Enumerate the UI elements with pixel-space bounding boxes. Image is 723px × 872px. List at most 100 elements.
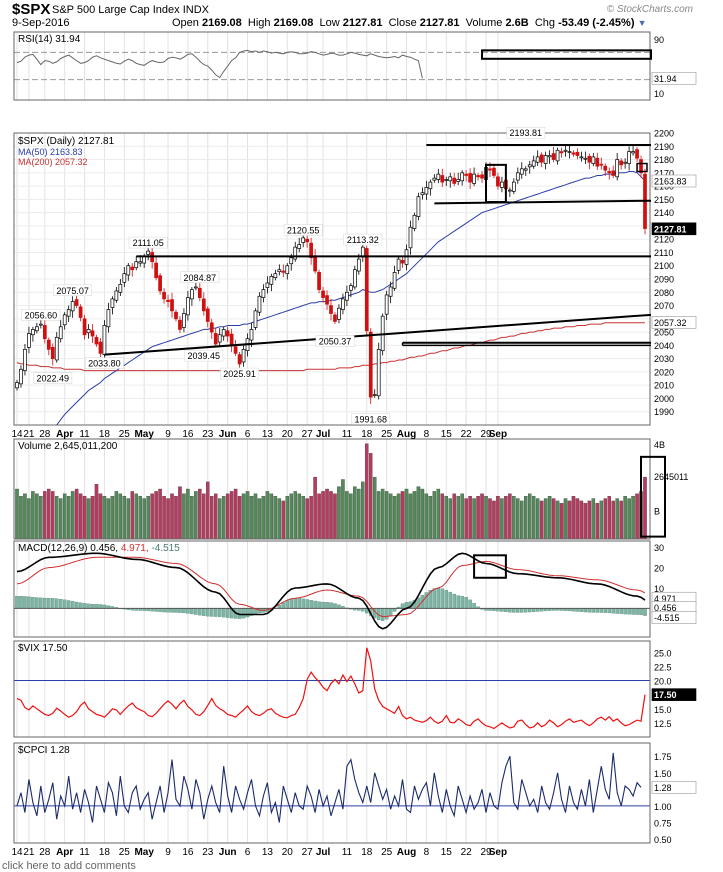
price-x-tick-label: 23 bbox=[202, 429, 214, 440]
price-candle bbox=[595, 157, 600, 167]
price-candle bbox=[388, 286, 393, 297]
price-candle bbox=[368, 331, 373, 398]
x-tick-label: 9 bbox=[165, 847, 171, 858]
price-candle bbox=[66, 309, 71, 317]
macd-histogram-bar bbox=[583, 608, 588, 613]
macd-tick-label: 10 bbox=[654, 584, 664, 594]
price-x-tick-label: 29 bbox=[480, 429, 492, 440]
price-label-box bbox=[128, 236, 168, 249]
price-candle bbox=[154, 262, 158, 279]
vix-panel-frame bbox=[13, 640, 651, 738]
macd-histogram-bar bbox=[380, 608, 385, 621]
macd-histogram-bar bbox=[520, 608, 524, 613]
macd-histogram-bar bbox=[35, 597, 39, 609]
price-x-tick-label: 21 bbox=[23, 429, 35, 440]
vix-tick-label: 15.0 bbox=[654, 705, 672, 715]
macd-histogram-bar bbox=[512, 608, 516, 613]
volume-bar bbox=[567, 500, 572, 540]
price-candle bbox=[209, 322, 214, 333]
macd-histogram-bar bbox=[43, 597, 47, 609]
vix-last-value-box bbox=[651, 688, 697, 701]
price-label-box bbox=[343, 233, 383, 246]
support-line-2148 bbox=[434, 199, 652, 205]
volume-bar bbox=[225, 493, 230, 540]
volume-bar bbox=[66, 495, 71, 540]
macd-histogram-bar bbox=[158, 608, 162, 612]
rsi-last-value-box bbox=[651, 71, 697, 85]
volume-bar bbox=[90, 495, 95, 540]
volume-bar bbox=[277, 498, 282, 540]
price-candle bbox=[396, 258, 401, 271]
volume-bar bbox=[253, 493, 258, 540]
rsi-tick-label: 90 bbox=[654, 35, 664, 45]
volume-bar bbox=[186, 488, 190, 540]
x-tick-label: 28 bbox=[39, 847, 51, 858]
x-tick-label: 15 bbox=[441, 847, 453, 858]
price-tick-label: 2020 bbox=[654, 367, 674, 377]
x-tick-label: 27 bbox=[302, 847, 314, 858]
volume-bar bbox=[428, 495, 433, 540]
volume-bar bbox=[31, 491, 35, 540]
price-candle bbox=[269, 275, 274, 285]
macd-histogram-bar bbox=[206, 608, 210, 617]
price-point-label: 2084.87 bbox=[184, 273, 217, 283]
volume-bar bbox=[376, 491, 381, 540]
macd-histogram-bar bbox=[66, 600, 71, 609]
x-tick-label: 20 bbox=[282, 847, 294, 858]
price-candle bbox=[349, 285, 353, 291]
price-candle bbox=[249, 329, 254, 341]
volume-bar bbox=[23, 493, 27, 540]
price-label-box bbox=[33, 372, 73, 384]
macd-histogram-bar bbox=[635, 608, 639, 615]
cpci-tick-label: 0.50 bbox=[654, 835, 672, 845]
macd-histogram-bar bbox=[166, 608, 170, 613]
rsi-panel-frame bbox=[13, 31, 651, 101]
volume-bar bbox=[349, 493, 353, 540]
macd-histogram-bar bbox=[325, 602, 329, 609]
price-label-box bbox=[220, 367, 259, 380]
x-tick-label: 21 bbox=[23, 847, 35, 858]
macd-histogram-bar bbox=[468, 599, 472, 609]
volume-bar bbox=[285, 495, 290, 540]
volume-bar bbox=[174, 495, 178, 540]
macd-histogram-bar bbox=[74, 601, 79, 609]
volume-bar bbox=[138, 495, 142, 540]
volume-bar bbox=[579, 500, 584, 540]
rsi-panel-bg bbox=[14, 32, 650, 100]
add-comments-link[interactable]: click here to add comments bbox=[2, 860, 136, 872]
volume-bar bbox=[94, 484, 99, 540]
volume-bar bbox=[535, 498, 540, 540]
dropdown-arrow-icon[interactable]: ▼ bbox=[637, 18, 647, 28]
x-tick-label: 6 bbox=[245, 847, 251, 858]
price-candle bbox=[333, 314, 337, 322]
volume-bar bbox=[353, 486, 357, 540]
price-candle bbox=[603, 165, 608, 171]
price-candle bbox=[329, 305, 333, 314]
volume-bar bbox=[142, 498, 146, 540]
x-tick-label: 14 bbox=[11, 847, 23, 858]
price-point-label: 2111.05 bbox=[133, 238, 164, 248]
price-point-label: 2033.80 bbox=[88, 359, 121, 369]
macd-histogram-bar bbox=[440, 588, 445, 609]
price-point-label: 2022.49 bbox=[36, 374, 69, 384]
price-candle bbox=[130, 266, 135, 271]
macd-histogram-bar bbox=[388, 608, 393, 617]
price-candle bbox=[273, 273, 278, 279]
macd-histogram-bar bbox=[217, 608, 222, 617]
price-candle bbox=[623, 161, 627, 164]
macd-histogram-bar bbox=[225, 608, 230, 618]
volume-bar bbox=[420, 488, 425, 540]
price-label-box bbox=[184, 349, 224, 362]
macd-histogram-bar bbox=[174, 608, 178, 613]
price-tick-label: 2200 bbox=[654, 129, 674, 139]
cpci-panel-frame bbox=[13, 742, 651, 844]
macd-histogram-bar bbox=[305, 599, 309, 609]
volume-bar bbox=[416, 486, 421, 540]
volume-bar bbox=[297, 493, 301, 540]
price-axis-value-box bbox=[651, 174, 697, 188]
vix-panel-bg bbox=[14, 641, 650, 737]
cpci-tick-label: 1.00 bbox=[654, 802, 672, 812]
vix-tick-label: 12.5 bbox=[654, 719, 672, 729]
price-tick-label: 2100 bbox=[654, 261, 674, 271]
volume-bar bbox=[74, 488, 79, 540]
